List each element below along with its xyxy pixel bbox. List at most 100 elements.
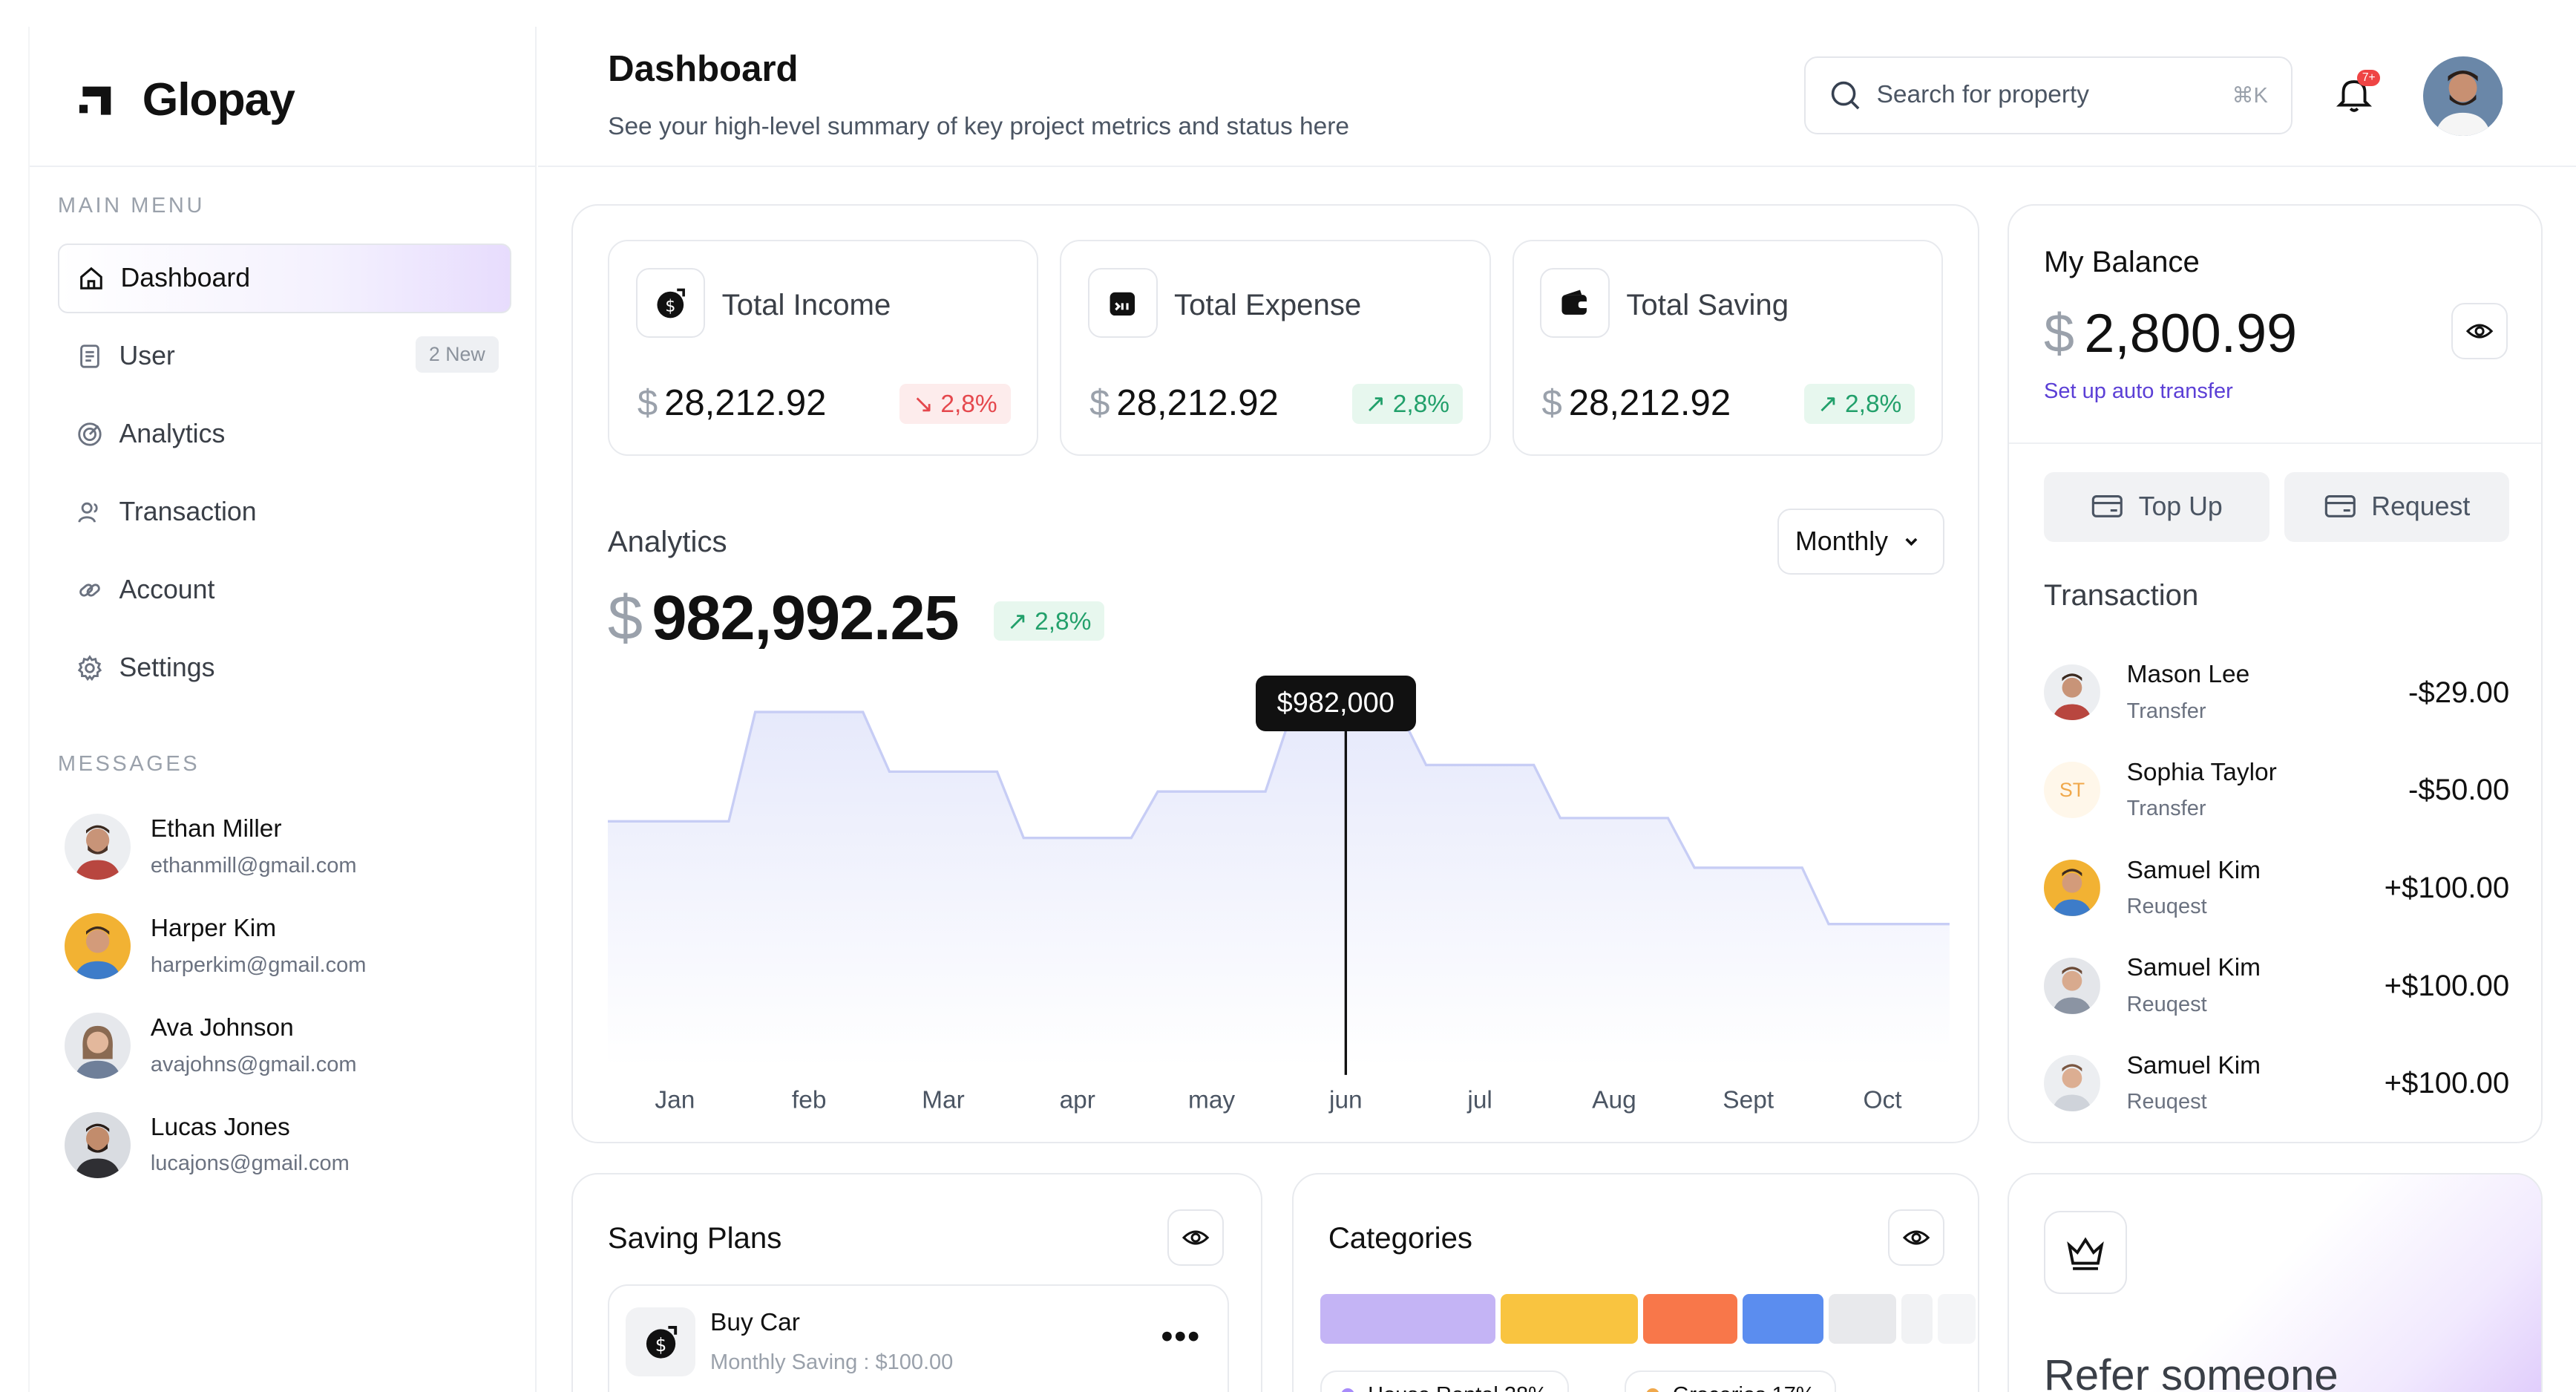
sidebar-item-account[interactable]: Account [58,555,512,625]
x-tick-label: Jan [655,1087,695,1114]
message-sender-name: Ethan Miller [150,815,282,843]
message-item[interactable]: Lucas Jones lucajons@gmail.com [64,1111,350,1178]
transaction-name: Mason Lee [2126,661,2250,689]
analytics-chart: Jan feb Mar apr may jun jul Aug Sept Oct [607,710,1950,1114]
change-value: 2,8% [1392,391,1449,419]
bell-icon[interactable] [2333,73,2376,116]
avatar [2044,664,2100,721]
message-sender-email: harperkim@gmail.com [150,952,367,977]
sidebar-item-analytics[interactable]: Analytics [58,399,512,469]
expense-calendar-icon [1087,268,1158,338]
users-icon [78,502,99,523]
gear-icon [78,654,102,681]
sidebar: Glopay MAIN MENU Dashboard User 2 New An… [27,26,537,1392]
transaction-amount: -$29.00 [2408,675,2510,709]
user-avatar[interactable] [2423,56,2503,136]
sidebar-item-transaction[interactable]: Transaction [58,477,512,547]
currency-symbol: $ [2044,301,2074,364]
page-subtitle: See your high-level summary of key proje… [608,112,1350,140]
sidebar-item-dashboard[interactable]: Dashboard [57,244,512,313]
message-item[interactable]: Ava Johnson avajohns@gmail.com [64,1012,357,1079]
transaction-row[interactable]: ST Sophia Taylor Transfer -$50.00 [2044,759,2509,821]
sidebar-divider [29,166,536,168]
sidebar-item-settings[interactable]: Settings [58,633,512,703]
main-menu-label: MAIN MENU [57,194,205,218]
message-sender-email: avajohns@gmail.com [150,1052,357,1076]
sidebar-item-user[interactable]: User 2 New [58,321,512,391]
x-tick-label: apr [1059,1087,1095,1114]
balance-card: My Balance $2,800.99 Set up auto transfe… [2008,203,2543,1144]
top-header: Dashboard See your high-level summary of… [538,27,2576,168]
transaction-row[interactable]: Mason Lee Transfer -$29.00 [2044,661,2509,723]
message-sender-name: Harper Kim [150,915,277,943]
change-value: 2,8% [1035,607,1092,635]
transaction-title: Transaction [2044,578,2199,612]
sidebar-item-label: Transaction [119,497,257,527]
total-expense-card: Total Expense $28,212.92 ↗ 2,8% [1060,240,1491,456]
total-saving-card: Total Saving $28,212.92 ↗ 2,8% [1512,240,1943,456]
transaction-name: Samuel Kim [2126,1052,2261,1080]
sidebar-item-label: Dashboard [120,263,251,293]
saving-plan-item[interactable]: $ Buy Car Monthly Saving : $100.00 ••• [607,1284,1229,1392]
trend-up-icon: ↗ [1817,391,1846,419]
auto-transfer-link[interactable]: Set up auto transfer [2044,379,2233,403]
change-badge: ↗ 2,8% [1803,384,1915,424]
message-sender-email: ethanmill@gmail.com [150,853,357,878]
income-coin-icon: $ [635,268,706,338]
category-chip[interactable]: House Rental 28% [1320,1370,1569,1392]
stat-value: $28,212.92 [1089,382,1279,424]
refer-card[interactable]: Refer someone [2008,1173,2543,1392]
analytics-amount: 982,992.25 [652,582,959,653]
brand-name: Glopay [142,73,295,126]
sidebar-item-label: Settings [119,652,215,682]
stat-title: Total Expense [1174,287,1362,321]
category-chip[interactable]: Groceries 17% [1625,1370,1837,1392]
stat-title: Total Income [721,287,891,321]
transaction-row[interactable]: Samuel Kim Reuqest +$100.00 [2044,857,2509,919]
x-tick-label: Mar [922,1087,965,1114]
card-icon [2324,494,2356,517]
x-tick-label: feb [792,1087,827,1114]
stat-value: $28,212.92 [1542,382,1731,424]
crown-icon [2044,1211,2127,1294]
request-button[interactable]: Request [2284,471,2510,542]
avatar [2044,957,2100,1014]
transaction-amount: -$50.00 [2408,773,2510,807]
refer-text: Refer someone [2044,1350,2339,1392]
stat-value: $28,212.92 [638,382,827,424]
eye-icon [1182,1230,1210,1245]
toggle-balance-visibility-button[interactable] [2451,303,2508,360]
x-tick-label: may [1188,1087,1235,1114]
avatar [64,1012,131,1079]
analytics-change-badge: ↗ 2,8% [993,601,1105,641]
x-tick-label: Aug [1592,1087,1636,1114]
overview-card: $ Total Income $28,212.92 ↘ 2,8% Total E… [571,203,1980,1144]
balance-value: $2,800.99 [2044,301,2297,365]
x-tick-label: Sept [1723,1087,1774,1114]
avatar-initials: ST [2044,762,2100,819]
chart-tooltip: $982,000 [1255,676,1416,731]
message-item[interactable]: Harper Kim harperkim@gmail.com [64,912,367,980]
transaction-row[interactable]: Samuel Kim Reuqest +$100.00 [2044,954,2509,1016]
top-up-button[interactable]: Top Up [2044,471,2269,542]
request-label: Request [2371,491,2471,522]
brand-logo[interactable]: Glopay [73,73,295,126]
document-icon [80,344,100,368]
transaction-row[interactable]: Samuel Kim Reuqest +$100.00 [2044,1052,2509,1114]
toggle-saving-visibility-button[interactable] [1167,1209,1225,1266]
toggle-categories-visibility-button[interactable] [1888,1209,1945,1266]
category-segment [1642,1293,1738,1344]
message-item[interactable]: Ethan Miller ethanmill@gmail.com [64,813,357,880]
category-segment [1320,1293,1496,1344]
transaction-amount: +$100.00 [2384,968,2510,1002]
period-select[interactable]: Monthly [1777,508,1945,575]
link-icon [79,583,101,597]
avatar [64,813,131,880]
svg-text:$: $ [655,1334,666,1356]
search-input[interactable]: Search for property ⌘K [1803,56,2293,134]
chevron-down-icon [1905,537,1918,546]
stat-title: Total Saving [1626,287,1789,321]
total-income-card: $ Total Income $28,212.92 ↘ 2,8% [607,240,1039,456]
search-placeholder: Search for property [1876,81,2090,109]
more-options-icon[interactable]: ••• [1161,1319,1202,1356]
